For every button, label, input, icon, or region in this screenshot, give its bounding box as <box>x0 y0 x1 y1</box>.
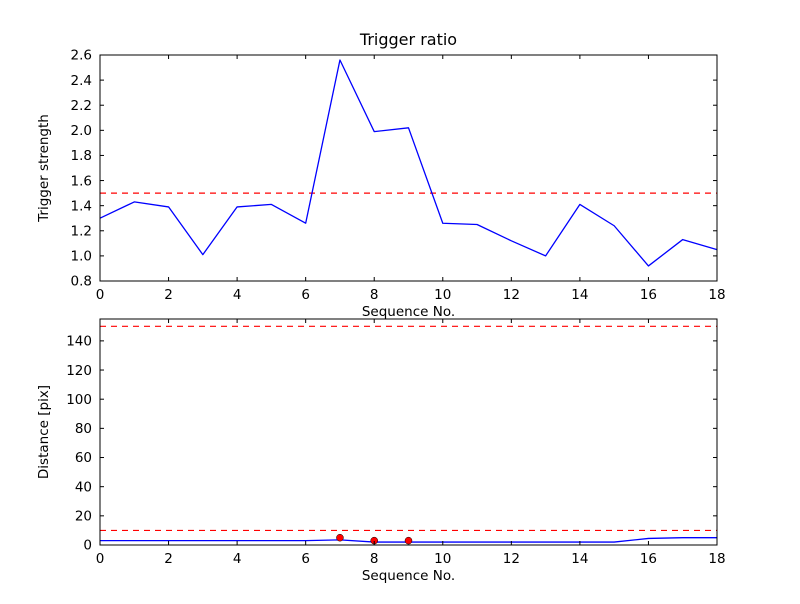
x-tick-label: 14 <box>571 551 588 567</box>
data-line <box>99 59 718 267</box>
x-tick-label: 0 <box>96 287 105 303</box>
x-tick-label: 12 <box>503 551 520 567</box>
x-tick-label: 6 <box>301 287 310 303</box>
x-tick-label: 4 <box>233 287 242 303</box>
x-tick-label: 12 <box>503 287 520 303</box>
y-tick-label: 60 <box>75 450 92 466</box>
x-tick-label: 2 <box>164 287 173 303</box>
axes-frame <box>99 318 718 546</box>
x-tick-label: 18 <box>708 287 725 303</box>
y-tick-label: 2.6 <box>71 48 92 64</box>
data-marker <box>404 536 413 545</box>
y-tick-label: 80 <box>75 421 92 437</box>
y-tick-label: 2.2 <box>71 98 92 114</box>
y-tick-label: 100 <box>66 392 92 408</box>
x-tick-label: 8 <box>370 551 379 567</box>
plot-background <box>100 319 717 545</box>
y-axis-label: Distance [pix] <box>36 385 52 479</box>
y-tick-label: 140 <box>66 334 92 350</box>
y-tick-label: 1.6 <box>71 173 92 189</box>
x-tick-label: 14 <box>571 287 588 303</box>
y-tick-label: 0 <box>83 538 92 554</box>
y-axis-label: Trigger strength <box>36 114 52 223</box>
x-tick-label: 18 <box>708 551 725 567</box>
x-tick-label: 10 <box>434 287 451 303</box>
axes-frame <box>99 54 718 282</box>
x-tick-label: 6 <box>301 551 310 567</box>
x-axis-label: Sequence No. <box>362 568 455 584</box>
y-tick-label: 1.8 <box>71 148 92 164</box>
x-tick-label: 16 <box>640 551 657 567</box>
x-tick-label: 2 <box>164 551 173 567</box>
chart: 0 2 4 6 8 10 12 14 16 18 0 20 40 60 80 100 120 140 Sequenc… <box>36 318 726 584</box>
x-tick-label: 10 <box>434 551 451 567</box>
y-tick-label: 0.8 <box>71 274 92 290</box>
chart-title: Trigger ratio <box>359 30 457 49</box>
x-tick-label: 16 <box>640 287 657 303</box>
data-marker <box>336 533 344 542</box>
x-tick-label: 4 <box>233 551 242 567</box>
x-tick-label: 0 <box>96 551 105 567</box>
y-tick-label: 1.0 <box>71 249 92 265</box>
y-tick-label: 2.0 <box>71 123 92 139</box>
y-tick-label: 1.4 <box>71 198 92 214</box>
chart: 0 2 4 6 8 10 12 14 16 18 0.8 1.0 1.2 1.4 1.6 1.8 2.0 2.2 2… <box>36 30 726 320</box>
y-tick-label: 120 <box>66 363 92 379</box>
y-tick-label: 2.4 <box>71 73 92 89</box>
y-tick-label: 40 <box>75 479 92 495</box>
plot-background <box>100 55 717 281</box>
y-tick-label: 20 <box>75 509 92 525</box>
x-tick-label: 8 <box>370 287 379 303</box>
x-axis-label: Sequence No. <box>362 304 455 320</box>
y-tick-label: 1.2 <box>71 224 92 240</box>
